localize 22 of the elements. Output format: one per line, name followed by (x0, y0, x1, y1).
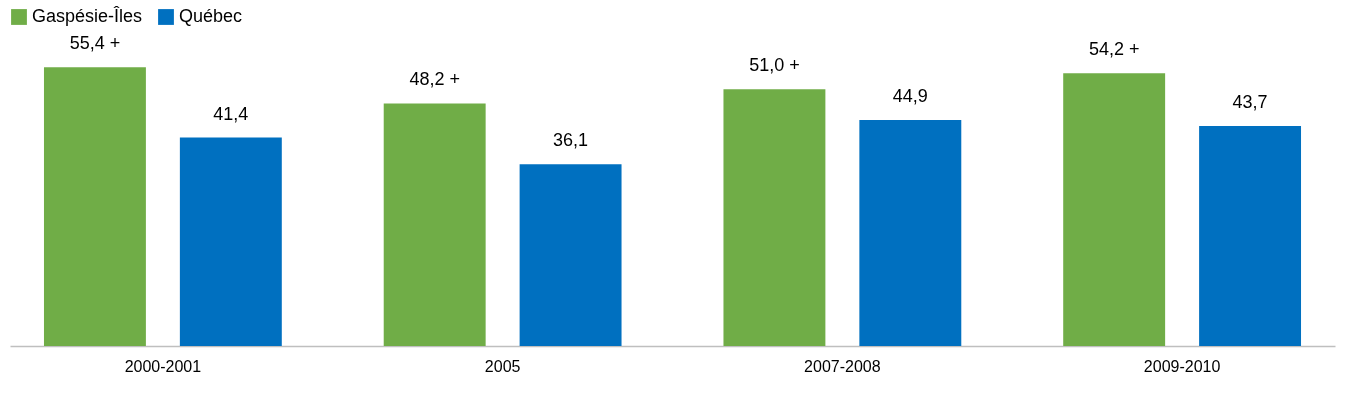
bar (179, 137, 282, 346)
data-label: 48,2 + (409, 69, 460, 90)
data-label: 55,4 + (69, 33, 121, 54)
x-tick-label: 2005 (484, 357, 521, 375)
bar (1063, 73, 1166, 346)
bar (383, 103, 486, 346)
bar (1199, 126, 1302, 346)
data-label: 41,4 (213, 103, 249, 124)
bar (519, 164, 622, 346)
x-tick-label: 2000-2001 (124, 357, 202, 375)
legend-label: Québec (179, 6, 243, 26)
data-label: 54,2 + (1088, 39, 1140, 60)
data-label: 43,7 (1232, 92, 1268, 113)
data-label: 36,1 (553, 130, 589, 151)
bar (859, 120, 962, 346)
bar (43, 67, 146, 346)
bar (723, 89, 826, 346)
x-tick-label: 2007-2008 (804, 357, 881, 375)
data-label: 51,0 + (749, 55, 800, 76)
x-tick-label: 2009-2010 (1143, 357, 1221, 375)
data-label: 44,9 (892, 86, 928, 106)
legend-label: Gaspésie-Îles (32, 6, 143, 26)
